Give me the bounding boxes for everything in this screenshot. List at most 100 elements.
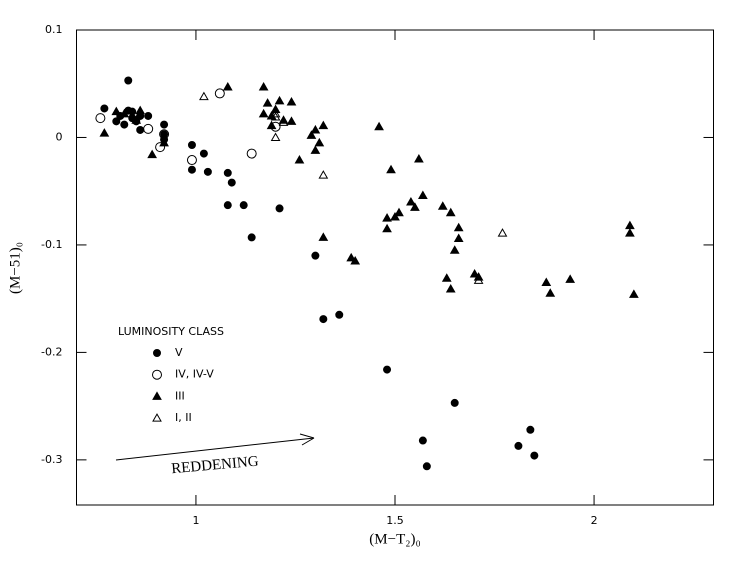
data-point — [95, 113, 106, 124]
legend-label: V — [175, 346, 183, 359]
legend-marker — [153, 349, 161, 357]
data-point — [294, 155, 305, 164]
data-point — [449, 245, 460, 254]
data-point — [128, 107, 137, 116]
data-point — [223, 168, 232, 177]
data-point — [541, 277, 552, 287]
data-point — [625, 220, 635, 230]
data-point — [258, 108, 269, 118]
plot-frame — [76, 29, 714, 506]
data-point — [306, 130, 317, 139]
data-point — [386, 164, 396, 174]
data-point — [314, 137, 325, 147]
reddening-arrow — [115, 433, 315, 461]
data-point — [445, 283, 456, 293]
data-point — [382, 223, 392, 233]
data-point — [318, 120, 329, 130]
data-point — [131, 115, 142, 124]
data-point — [350, 256, 361, 265]
x-tick-label: 2 — [591, 514, 598, 527]
data-point — [143, 123, 154, 134]
data-point — [274, 95, 285, 105]
data-point — [100, 104, 109, 113]
data-point — [497, 228, 508, 237]
data-point — [310, 145, 321, 154]
y-axis-label: (M−51)₀ — [7, 242, 23, 294]
data-point — [445, 207, 456, 217]
data-point — [441, 273, 452, 282]
data-point — [203, 167, 212, 176]
data-point — [278, 115, 289, 124]
data-point — [383, 365, 392, 374]
data-point — [187, 165, 196, 174]
data-point — [410, 202, 420, 211]
y-tick-label: 0.1 — [45, 23, 63, 36]
data-point — [374, 121, 384, 131]
data-point — [99, 128, 110, 137]
data-point — [453, 222, 464, 232]
data-point — [530, 451, 539, 460]
data-point — [112, 117, 121, 126]
y-tick-label: -0.3 — [41, 453, 62, 466]
legend-marker — [152, 413, 162, 422]
data-point — [199, 91, 209, 101]
data-point — [262, 98, 273, 107]
data-point — [286, 116, 297, 125]
data-point — [247, 233, 256, 242]
data-point — [266, 120, 277, 130]
data-point — [437, 201, 448, 210]
data-point — [473, 275, 484, 284]
data-point — [147, 149, 158, 159]
data-point — [422, 462, 431, 471]
data-point — [394, 207, 404, 217]
data-point — [418, 436, 427, 445]
data-point — [155, 142, 166, 153]
data-point — [318, 232, 329, 241]
y-tick-label: 0 — [56, 130, 63, 143]
data-point — [418, 190, 428, 199]
data-point — [270, 112, 281, 121]
legend-label: I, II — [175, 411, 192, 424]
data-point — [335, 310, 344, 319]
data-point — [526, 425, 535, 434]
data-point — [629, 289, 639, 298]
data-point — [270, 132, 281, 141]
data-point — [227, 178, 236, 187]
data-point — [223, 201, 232, 210]
data-point — [311, 251, 320, 260]
data-point — [406, 196, 416, 206]
legend-marker — [152, 391, 162, 400]
data-point — [159, 137, 169, 147]
data-point — [136, 125, 145, 134]
annotation: REDDENING — [171, 454, 260, 478]
data-point — [214, 88, 225, 99]
data-point — [160, 120, 169, 129]
data-point — [111, 106, 122, 116]
data-point — [310, 124, 321, 134]
data-point — [144, 111, 153, 120]
data-point — [450, 398, 459, 407]
legend-label: IV, IV-V — [175, 368, 214, 381]
x-tick-label: 1 — [192, 514, 199, 527]
y-tick-label: -0.2 — [41, 345, 62, 358]
data-point — [545, 288, 556, 297]
legend-label: III — [175, 389, 185, 402]
data-point — [318, 170, 329, 179]
data-point — [382, 213, 392, 222]
data-point — [199, 149, 208, 158]
data-point — [124, 76, 133, 85]
data-point — [270, 108, 281, 118]
data-point — [390, 211, 400, 221]
data-point — [514, 441, 523, 450]
data-point — [135, 105, 146, 115]
data-point — [278, 117, 289, 126]
data-point — [469, 268, 480, 278]
data-point — [286, 96, 297, 106]
x-axis-label: (M−T₂)₀ — [369, 531, 420, 547]
data-point — [222, 81, 233, 91]
data-point — [625, 228, 635, 237]
data-point — [565, 274, 576, 283]
data-point — [119, 108, 130, 118]
legend-marker — [152, 369, 162, 380]
